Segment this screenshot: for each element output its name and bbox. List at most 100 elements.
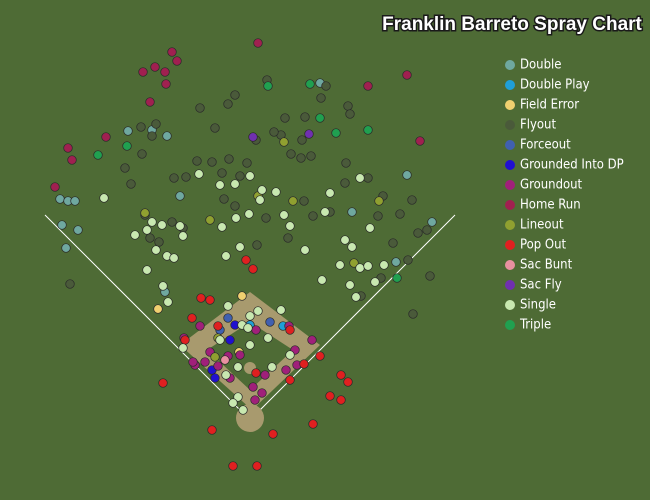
legend-label: Single <box>520 298 556 313</box>
point <box>242 158 252 168</box>
point <box>331 128 341 138</box>
point <box>336 395 346 405</box>
point <box>365 223 375 233</box>
point <box>145 97 155 107</box>
point <box>422 225 432 235</box>
point <box>413 228 423 238</box>
point <box>288 196 298 206</box>
point <box>355 173 365 183</box>
point <box>248 382 258 392</box>
point <box>140 208 150 218</box>
point <box>308 419 318 429</box>
point <box>305 79 315 89</box>
point <box>343 101 353 111</box>
point <box>167 217 177 227</box>
point <box>215 335 225 345</box>
point <box>300 245 310 255</box>
point <box>123 126 133 136</box>
point <box>142 225 152 235</box>
point <box>299 359 309 369</box>
point <box>395 209 405 219</box>
point <box>363 261 373 271</box>
point <box>67 155 77 165</box>
point <box>223 99 233 109</box>
point <box>343 377 353 387</box>
point <box>415 136 425 146</box>
point <box>93 150 103 160</box>
point <box>230 201 240 211</box>
legend-marker <box>505 200 515 210</box>
point <box>65 279 75 289</box>
point <box>269 127 279 137</box>
point <box>241 255 251 265</box>
point <box>231 213 241 223</box>
point <box>187 313 197 323</box>
point <box>325 391 335 401</box>
point <box>285 375 295 385</box>
point <box>316 93 326 103</box>
legend-label: Forceout <box>520 138 571 153</box>
point <box>248 132 258 142</box>
point <box>407 195 417 205</box>
point <box>213 321 223 331</box>
point <box>237 291 247 301</box>
point <box>147 131 157 141</box>
point <box>255 195 265 205</box>
point <box>340 178 350 188</box>
legend-marker <box>505 320 515 330</box>
point <box>154 237 164 247</box>
point <box>251 325 261 335</box>
point <box>160 67 170 77</box>
point <box>351 292 361 302</box>
point <box>120 163 130 173</box>
point <box>181 172 191 182</box>
point <box>427 217 437 227</box>
point <box>248 264 258 274</box>
point <box>257 185 267 195</box>
point <box>363 173 373 183</box>
legend-label: Sac Fly <box>520 278 562 293</box>
point <box>224 154 234 164</box>
point <box>336 370 346 380</box>
point <box>245 340 255 350</box>
point <box>169 173 179 183</box>
point <box>345 280 355 290</box>
point <box>137 149 147 159</box>
legend-label: Flyout <box>520 118 556 133</box>
point <box>296 153 306 163</box>
point <box>213 361 223 371</box>
point <box>169 253 179 263</box>
point <box>167 47 177 57</box>
point <box>126 179 136 189</box>
point <box>223 313 233 323</box>
legend-marker <box>505 220 515 230</box>
point <box>251 368 261 378</box>
point <box>263 333 273 343</box>
point <box>325 188 335 198</box>
point <box>207 425 217 435</box>
point <box>341 158 351 168</box>
legend-marker <box>505 60 515 70</box>
legend-label: Grounded Into DP <box>520 158 624 173</box>
point <box>391 257 401 267</box>
point <box>267 362 277 372</box>
legend-marker <box>505 120 515 130</box>
point <box>392 273 402 283</box>
point <box>150 62 160 72</box>
point <box>285 350 295 360</box>
legend-label: Double <box>520 58 561 73</box>
point <box>163 297 173 307</box>
point <box>200 357 210 367</box>
point <box>271 187 281 197</box>
point <box>158 281 168 291</box>
point <box>252 240 262 250</box>
legend-marker <box>505 80 515 90</box>
point <box>349 258 359 268</box>
point <box>175 191 185 201</box>
point <box>297 135 307 145</box>
point <box>252 461 262 471</box>
point <box>265 317 275 327</box>
point <box>402 170 412 180</box>
point <box>363 125 373 135</box>
